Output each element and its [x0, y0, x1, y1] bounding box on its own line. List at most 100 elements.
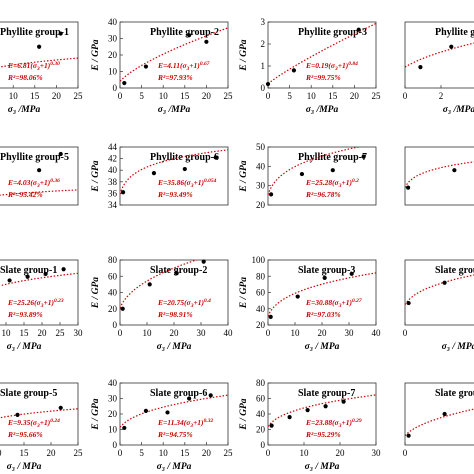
y-tick-label: 38	[108, 177, 118, 187]
data-point	[122, 425, 127, 431]
x-tick-label: 15	[20, 448, 30, 458]
x-axis-label: σ₃ / MPa	[7, 342, 42, 352]
data-point	[120, 190, 126, 195]
fit-r-squared: R²=96.78%	[305, 190, 341, 199]
fit-r-squared: R²=98.06%	[7, 73, 43, 82]
x-axis-label: σ₃ /MPa	[8, 105, 41, 115]
y-tick-label: 100	[252, 255, 266, 265]
chart-title: Slate group-4	[435, 265, 474, 276]
chart-title: Phyllite group-2	[150, 27, 219, 38]
chart-title: Slate group-8	[435, 388, 474, 399]
x-tick-label: 10	[291, 328, 301, 338]
fit-equation: E=6.81(σ3+1)0.30	[7, 61, 60, 72]
y-tick-label: 40	[108, 378, 118, 388]
x-tick-label: 0	[403, 448, 408, 458]
chart-panel: 0 1 2 3 0 5 10 15 20 25 σ₃ /MPa E / GPa Phyllite gro…	[239, 17, 381, 115]
data-point	[268, 314, 273, 319]
x-axis-label: σ₃ / MPa	[305, 342, 340, 352]
x-tick-label: 30	[345, 328, 355, 338]
data-point	[204, 39, 209, 44]
x-tick-label: 20	[52, 91, 62, 101]
x-tick-label: 10	[2, 328, 12, 338]
fit-equation: E=20.75(σ3+1)0.4	[157, 298, 211, 309]
chart-title: Phyllite group-5	[0, 152, 69, 163]
fit-equation: E=23.88(σ3+1)0.29	[305, 418, 362, 429]
y-tick-label: 40	[108, 165, 118, 175]
x-tick-label: 20	[350, 91, 360, 101]
fit-curve	[0, 408, 78, 419]
x-tick-label: 2	[439, 91, 444, 101]
y-tick-label: 36	[108, 188, 118, 198]
data-point	[418, 65, 423, 70]
x-tick-label: 5	[139, 91, 144, 101]
y-tick-label: 1	[261, 61, 266, 71]
x-tick-label: 0	[266, 328, 271, 338]
x-tick-label: 25	[74, 448, 84, 458]
x-tick-label: 0	[403, 328, 408, 338]
y-tick-label: 60	[256, 394, 266, 404]
data-point	[406, 300, 411, 306]
fit-curve	[405, 274, 474, 306]
y-tick-label: 10	[108, 67, 118, 77]
data-point	[322, 275, 327, 280]
data-point	[299, 171, 305, 177]
fit-equation: E=0.19(σ3+1)0.84	[305, 61, 358, 72]
fit-equation: E=25.28(σ3+1)0.2	[305, 178, 359, 189]
fit-r-squared: R²=94.75%	[157, 430, 193, 439]
y-tick-label: 2	[261, 39, 266, 49]
y-tick-label: 30	[108, 34, 118, 44]
fit-curve	[405, 161, 474, 188]
y-tick-label: 20	[108, 50, 118, 60]
y-axis-label: E / GPa	[91, 160, 101, 192]
x-tick-label: 20	[318, 328, 328, 338]
data-point	[58, 151, 63, 157]
data-point	[43, 271, 48, 277]
x-tick-label: 10	[143, 328, 153, 338]
chart-panel: 0 20 40 60 80 0 10 20 30 40 σ₃ / MPa E / GPa Slate g…	[91, 255, 233, 352]
y-tick-label: 80	[256, 271, 266, 281]
x-tick-label: 5	[287, 91, 292, 101]
y-tick-label: 40	[108, 288, 118, 298]
y-tick-label: 42	[108, 154, 117, 164]
data-point	[120, 306, 125, 311]
x-tick-label: 15	[180, 448, 190, 458]
y-tick-label: 60	[108, 271, 118, 281]
data-point	[341, 399, 346, 404]
data-point	[442, 411, 447, 417]
data-point	[201, 259, 206, 264]
x-tick-label: 5	[139, 448, 144, 458]
x-axis-label: σ₃ / MPa	[7, 462, 42, 472]
y-tick-label: 40	[256, 409, 266, 419]
chart-title: Slate group-3	[298, 265, 355, 276]
x-axis-label: σ₃ /MPa	[306, 105, 339, 115]
x-tick-label: 0	[266, 448, 271, 458]
y-tick-label: 80	[108, 255, 118, 265]
data-point	[143, 408, 149, 413]
fit-curve	[120, 149, 228, 195]
plot-frame	[404, 382, 474, 446]
x-axis-label: σ₃ / MPa	[305, 462, 340, 472]
data-point	[58, 405, 63, 410]
plot-frame	[404, 21, 474, 89]
x-tick-label: 10	[159, 448, 169, 458]
plot-frame	[119, 146, 229, 206]
y-tick-label: 10	[108, 425, 118, 435]
chart-panel: Phyllite group-5 E=4.03(σ3+1)0.36R²=95.42…	[0, 146, 79, 206]
fit-equation: E=4.03(σ3+1)0.36	[7, 178, 60, 189]
x-tick-label: 10	[0, 448, 2, 458]
data-point	[122, 80, 127, 86]
plot-frame	[267, 21, 377, 89]
fit-equation: E=25.26(σ3+1)0.23	[7, 298, 64, 309]
fit-r-squared: R²=97.93%	[157, 73, 193, 82]
data-point	[268, 192, 274, 197]
y-axis-label: E / GPa	[239, 398, 249, 430]
x-tick-label: 15	[20, 328, 30, 338]
x-tick-label: 20	[202, 91, 212, 101]
fit-r-squared: R²=99.75%	[305, 73, 341, 82]
chart-panel: 0 20 40 60 80 0 10 20 30 σ₃ / MPa E / GPa Slate gro…	[239, 378, 381, 472]
y-axis-label: E / GPa	[91, 39, 101, 71]
x-tick-label: 25	[224, 91, 234, 101]
chart-panel: 0 Slate group-8	[403, 382, 474, 458]
